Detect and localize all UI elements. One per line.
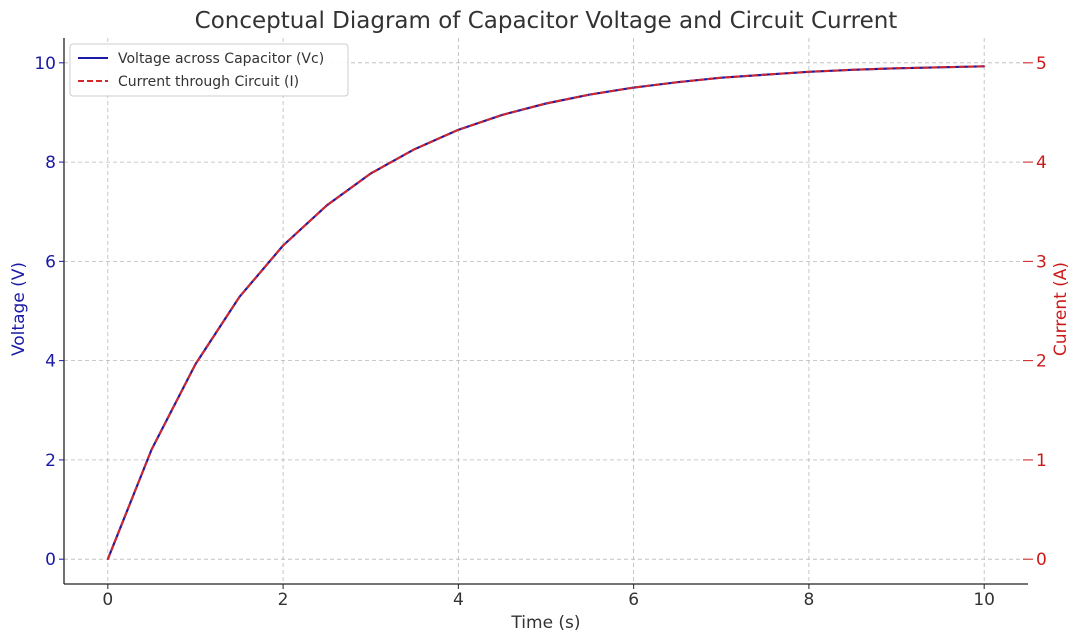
legend-label-voltage: Voltage across Capacitor (Vc) bbox=[118, 51, 324, 67]
y-right-tick-label: 3 bbox=[1036, 252, 1047, 272]
x-tick-label: 10 bbox=[973, 590, 995, 610]
data-point-current bbox=[413, 148, 416, 151]
legend-label-current: Current through Circuit (I) bbox=[118, 74, 299, 90]
legend: Voltage across Capacitor (Vc) Current th… bbox=[69, 43, 349, 97]
data-point-current bbox=[369, 172, 372, 175]
x-axis-title: Time (s) bbox=[510, 613, 580, 633]
axes bbox=[63, 38, 1028, 585]
y-right-tick-label: 1 bbox=[1036, 451, 1047, 471]
chart-title: Conceptual Diagram of Capacitor Voltage … bbox=[195, 8, 898, 34]
x-tick-label: 2 bbox=[278, 590, 289, 610]
data-point-current bbox=[326, 204, 328, 207]
data-point-current bbox=[983, 65, 986, 68]
data-point-current bbox=[150, 448, 153, 451]
ticks: 0 2 4 6 8 10 0 2 4 6 8 10 0 1 2 3 4 5 bbox=[34, 54, 1046, 610]
data-point-current bbox=[282, 244, 284, 247]
y-right-tick-label: 0 bbox=[1036, 550, 1047, 570]
y-axis-right-title: Current (A) bbox=[1051, 262, 1071, 356]
data-point-current bbox=[238, 296, 241, 299]
y-right-tick-label: 2 bbox=[1036, 352, 1047, 372]
x-tick-label: 6 bbox=[628, 590, 639, 610]
y-left-tick-label: 10 bbox=[34, 54, 56, 74]
grid bbox=[64, 38, 1028, 584]
y-left-tick-label: 2 bbox=[45, 451, 56, 471]
y-left-tick-label: 6 bbox=[45, 252, 56, 272]
data-point-current bbox=[588, 93, 591, 96]
data-point-current bbox=[106, 558, 109, 561]
legend-box bbox=[69, 43, 349, 97]
y-axis-left-title: Voltage (V) bbox=[9, 262, 29, 356]
data-point-current bbox=[939, 66, 942, 69]
data-point-current bbox=[457, 128, 460, 131]
y-right-tick-label: 4 bbox=[1036, 153, 1047, 173]
series-area bbox=[106, 65, 986, 561]
x-tick-label: 8 bbox=[803, 590, 814, 610]
data-point-current bbox=[895, 67, 898, 70]
data-point-current bbox=[851, 68, 854, 71]
data-point-current bbox=[764, 73, 766, 76]
data-point-current bbox=[632, 86, 635, 89]
data-point-current bbox=[720, 76, 723, 79]
data-point-current bbox=[501, 114, 504, 116]
x-tick-label: 4 bbox=[453, 590, 464, 610]
x-tick-label: 0 bbox=[102, 590, 113, 610]
y-left-tick-label: 4 bbox=[45, 352, 56, 372]
y-right-tick-label: 5 bbox=[1036, 54, 1047, 74]
y-left-tick-label: 0 bbox=[45, 550, 56, 570]
data-point-current bbox=[545, 102, 547, 105]
series-line-voltage bbox=[106, 65, 985, 560]
series-line-current bbox=[106, 65, 985, 560]
data-point-current bbox=[676, 81, 679, 84]
data-point-current bbox=[194, 363, 197, 366]
data-point-current bbox=[808, 70, 810, 73]
y-left-tick-label: 8 bbox=[45, 153, 56, 173]
